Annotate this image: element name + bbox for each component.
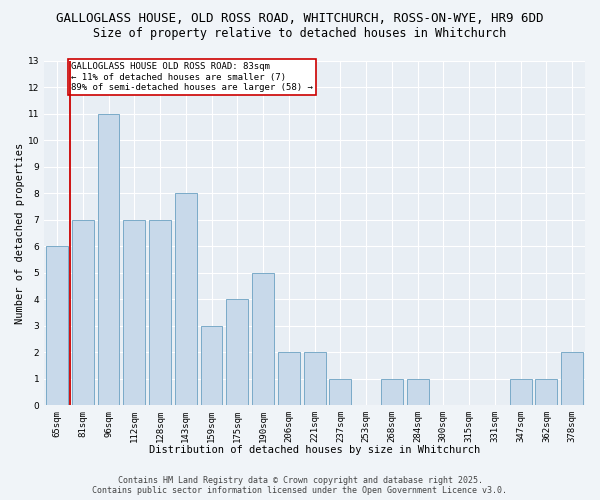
Bar bbox=[175, 194, 197, 405]
Bar bbox=[226, 299, 248, 405]
Bar bbox=[535, 378, 557, 405]
Bar bbox=[124, 220, 145, 405]
Text: Contains HM Land Registry data © Crown copyright and database right 2025.
Contai: Contains HM Land Registry data © Crown c… bbox=[92, 476, 508, 495]
Text: GALLOGLASS HOUSE, OLD ROSS ROAD, WHITCHURCH, ROSS-ON-WYE, HR9 6DD: GALLOGLASS HOUSE, OLD ROSS ROAD, WHITCHU… bbox=[56, 12, 544, 26]
Bar bbox=[72, 220, 94, 405]
Text: GALLOGLASS HOUSE OLD ROSS ROAD: 83sqm
← 11% of detached houses are smaller (7)
8: GALLOGLASS HOUSE OLD ROSS ROAD: 83sqm ← … bbox=[71, 62, 313, 92]
Bar bbox=[381, 378, 403, 405]
Bar bbox=[304, 352, 326, 405]
Bar bbox=[98, 114, 119, 405]
Text: Size of property relative to detached houses in Whitchurch: Size of property relative to detached ho… bbox=[94, 28, 506, 40]
Bar bbox=[329, 378, 351, 405]
Bar bbox=[252, 273, 274, 405]
Bar bbox=[200, 326, 223, 405]
Bar bbox=[149, 220, 171, 405]
Bar bbox=[509, 378, 532, 405]
Bar bbox=[278, 352, 300, 405]
X-axis label: Distribution of detached houses by size in Whitchurch: Distribution of detached houses by size … bbox=[149, 445, 480, 455]
Y-axis label: Number of detached properties: Number of detached properties bbox=[15, 142, 25, 324]
Bar bbox=[46, 246, 68, 405]
Bar bbox=[561, 352, 583, 405]
Bar bbox=[407, 378, 428, 405]
